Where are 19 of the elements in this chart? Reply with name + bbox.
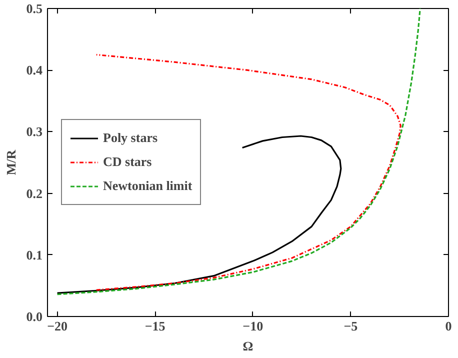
y-tick-label: 0.2 xyxy=(26,186,42,201)
y-tick-label: 0.1 xyxy=(26,247,42,262)
x-tick-label: −10 xyxy=(242,318,264,334)
line-series xyxy=(56,8,421,296)
legend-label: Newtonian limit xyxy=(103,178,192,194)
y-tick-label: 0.3 xyxy=(26,124,43,140)
line-series xyxy=(56,135,342,294)
x-tick-label: 0 xyxy=(445,318,452,334)
x-axis-title: Ω xyxy=(242,338,254,354)
legend-label: CD stars xyxy=(103,154,152,170)
y-tick-label: 0.0 xyxy=(26,309,42,324)
y-axis-title: M/R xyxy=(3,149,18,176)
legend-label: Poly stars xyxy=(103,130,158,146)
y-tick-label: 0.5 xyxy=(26,1,43,16)
x-tick-label: −15 xyxy=(144,318,166,334)
x-tick-label: −20 xyxy=(47,318,68,334)
line-series xyxy=(96,54,402,291)
x-tick-label: −5 xyxy=(344,318,358,334)
y-tick-label: 0.4 xyxy=(26,62,43,78)
